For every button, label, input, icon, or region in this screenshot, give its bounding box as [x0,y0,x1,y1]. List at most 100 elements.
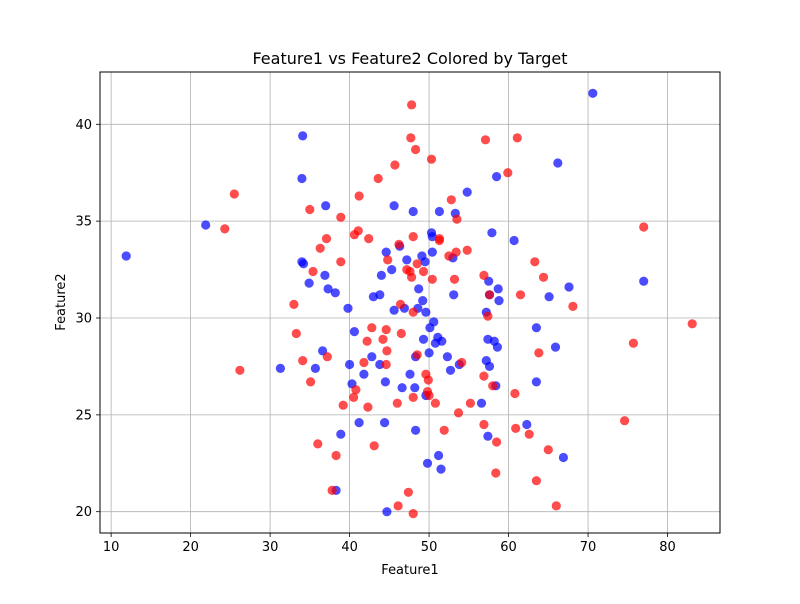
data-point-series-0 [418,296,428,306]
data-point-series-0 [436,464,446,474]
data-point-series-1 [394,239,404,249]
data-point-series-0 [380,418,390,428]
data-point-series-1 [543,445,553,455]
data-point-series-1 [381,325,391,335]
x-tick-label: 20 [182,540,199,555]
data-point-series-0 [434,206,444,217]
data-point-series-0 [420,257,430,267]
data-point-series-0 [376,270,386,280]
data-point-series-0 [442,352,452,362]
data-point-series-1 [367,323,377,333]
data-point-series-1 [480,135,491,145]
points-layer [121,88,697,519]
data-point-series-1 [383,255,393,265]
data-point-series-1 [336,212,346,222]
data-point-series-1 [220,224,230,234]
data-point-series-0 [298,131,308,141]
data-point-series-1 [407,100,417,110]
data-point-series-1 [479,270,489,280]
data-point-series-1 [373,173,383,184]
x-tick-label: 70 [580,540,597,555]
data-point-series-0 [297,173,307,184]
data-point-series-0 [389,305,399,315]
data-point-series-0 [343,303,353,313]
chart-title: Feature1 vs Feature2 Colored by Target [252,49,567,68]
data-point-series-0 [462,187,472,197]
data-point-series-1 [363,402,373,412]
data-point-series-0 [421,307,431,317]
data-point-series-1 [449,274,460,284]
data-point-series-0 [493,284,503,294]
data-point-series-0 [381,247,391,257]
data-point-series-1 [568,301,578,311]
data-point-series-1 [321,234,332,244]
data-point-series-0 [531,323,542,333]
data-point-series-0 [387,265,397,275]
ticks-layer: 10 20 30 40 50 60 70 80 20 25 30 35 40 [75,118,675,555]
data-point-series-0 [367,352,377,362]
data-point-series-1 [381,359,391,370]
data-point-series-0 [449,290,459,300]
data-point-series-0 [414,284,424,294]
data-point-series-1 [408,307,418,317]
data-point-series-0 [349,327,359,337]
data-point-series-1 [512,133,522,143]
x-axis-label: Feature1 [381,563,438,578]
data-point-series-1 [291,328,301,339]
data-point-series-1 [362,336,372,346]
data-point-series-0 [509,235,519,246]
plot-frame [99,71,721,534]
data-point-series-1 [305,204,315,215]
data-point-series-1 [392,398,402,408]
data-point-series-0 [359,369,369,379]
y-tick-label: 25 [75,408,92,423]
data-point-series-0 [418,334,429,344]
data-point-series-0 [405,369,415,379]
data-point-series-1 [453,408,464,418]
data-point-series-1 [534,348,544,358]
data-point-series-0 [298,259,309,269]
data-point-series-0 [411,425,421,435]
data-point-series-1 [313,439,323,449]
data-point-series-0 [336,429,346,439]
data-point-series-1 [492,437,502,447]
data-point-series-1 [639,222,649,232]
data-point-series-0 [445,365,456,375]
x-tick-label: 50 [421,540,438,555]
data-point-series-1 [390,160,400,170]
data-point-series-1 [351,385,361,395]
data-point-series-0 [531,377,542,387]
data-point-series-1 [538,272,549,282]
data-point-series-0 [544,292,554,302]
data-point-series-0 [558,452,569,463]
data-point-series-1 [423,375,433,385]
data-point-series-1 [336,257,346,267]
data-point-series-1 [235,365,245,375]
data-point-series-1 [426,154,437,164]
y-axis-label: Feature2 [54,273,69,330]
data-point-series-1 [446,195,456,205]
data-point-series-1 [488,381,498,391]
y-tick-label: 20 [75,505,92,520]
x-tick-label: 10 [103,540,120,555]
data-point-series-0 [476,398,487,408]
data-point-series-1 [331,450,341,461]
data-point-series-1 [483,311,493,321]
data-point-series-1 [427,274,437,284]
data-point-series-0 [588,88,598,98]
data-point-series-1 [457,357,467,368]
data-point-series-1 [531,476,542,486]
data-point-series-1 [395,299,406,309]
grid-layer [100,72,720,533]
data-point-series-0 [310,363,320,373]
data-point-series-1 [396,328,406,339]
data-point-series-1 [353,226,363,236]
data-point-series-1 [382,346,392,356]
data-point-series-0 [522,419,532,430]
x-tick-label: 60 [500,540,517,555]
data-point-series-1 [364,234,374,244]
data-point-series-1 [479,371,489,381]
data-point-series-0 [487,228,497,238]
data-point-series-1 [418,266,429,277]
data-point-series-1 [462,245,472,255]
